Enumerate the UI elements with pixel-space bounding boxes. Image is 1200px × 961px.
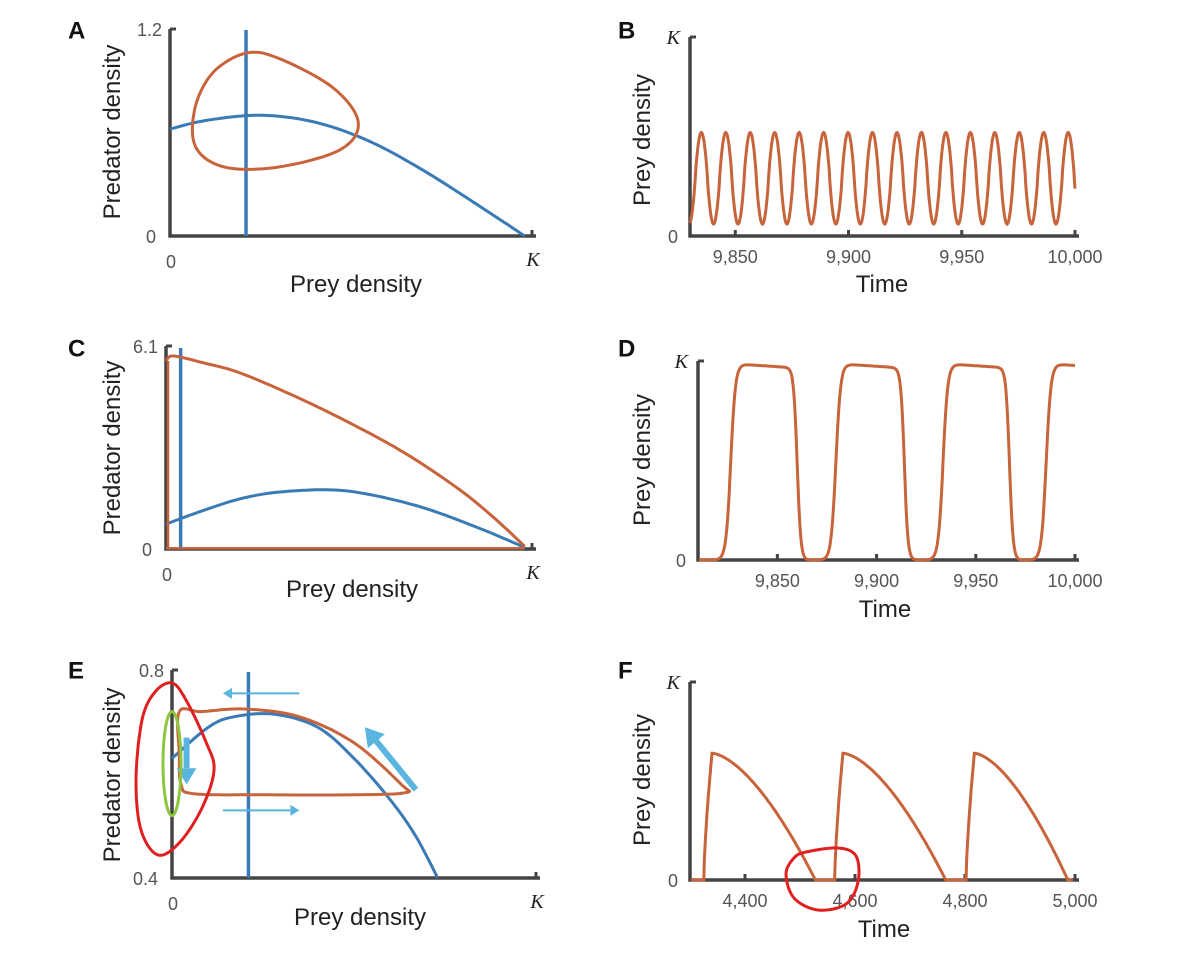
arrow-up-left: [373, 739, 419, 792]
panel-label-a: A: [68, 17, 85, 44]
x-tick-label: K: [525, 562, 541, 584]
x-tick-label: K: [529, 891, 545, 913]
x-axis-label: Prey density: [290, 271, 422, 298]
axes: [688, 37, 1079, 238]
panel-e: E Prey density Predator density 0 K 0.4 0.8: [68, 657, 545, 931]
prey-timeseries: [688, 130, 1077, 227]
y-axis-label: Prey density: [629, 394, 656, 526]
x-tick-label: 9,850: [755, 571, 800, 591]
y-tick-label: K: [666, 27, 682, 49]
x-tick-label: 9,850: [713, 247, 758, 267]
red-annotation-circle: [784, 846, 861, 912]
axes: [696, 361, 1079, 562]
x-axis-label: Time: [856, 271, 908, 298]
green-ellipse: [161, 710, 183, 818]
panel-label-b: B: [618, 17, 635, 44]
prey-nullcline: [171, 712, 440, 879]
panel-label-c: C: [68, 335, 85, 362]
y-axis-label: Prey density: [629, 714, 656, 846]
y-tick-label: K: [666, 672, 682, 694]
y-tick-label: 1.2: [137, 20, 162, 40]
y-axis-label: Prey density: [629, 74, 656, 206]
y-tick-label: 0.4: [133, 869, 158, 889]
limit-cycle-upper: [164, 354, 526, 548]
x-tick-label: 9,950: [953, 571, 998, 591]
panel-d: D Time Prey density 9,850 9,900 9,950 10,000 0 K: [618, 335, 1103, 623]
y-tick-label: 0: [146, 227, 156, 247]
prey-nullcline: [165, 488, 526, 549]
limit-cycle: [190, 50, 360, 171]
x-tick-label: 4,800: [942, 891, 987, 911]
y-axis-label: Predator density: [99, 688, 126, 863]
y-tick-label: 0: [676, 551, 686, 571]
x-tick-label: 10,000: [1047, 247, 1102, 267]
axes: [168, 29, 536, 238]
y-tick-label: 0: [668, 227, 678, 247]
x-axis-label: Prey density: [286, 576, 418, 603]
prey-timeseries: [691, 751, 1073, 882]
x-tick-label: 9,900: [854, 571, 899, 591]
x-axis-label: Prey density: [294, 904, 426, 931]
axes: [164, 346, 536, 551]
x-tick-label: 9,900: [826, 247, 871, 267]
y-axis-label: Predator density: [99, 361, 126, 536]
prey-timeseries: [699, 363, 1075, 562]
panel-label-d: D: [618, 335, 635, 362]
y-tick-label: K: [674, 351, 690, 373]
y-tick-label: 0: [668, 871, 678, 891]
red-annotation-loop: [134, 681, 216, 857]
x-axis-label: Time: [859, 596, 911, 623]
x-tick-label: 0: [168, 894, 178, 914]
x-tick-label: 9,950: [939, 247, 984, 267]
x-tick-label: 10,000: [1047, 571, 1102, 591]
x-tick-label: 0: [162, 565, 172, 585]
arrow-right-head: [290, 804, 300, 816]
arrow-up-left-head: [364, 727, 385, 749]
x-tick-label: 5,000: [1052, 891, 1097, 911]
panel-b: B Time Prey density 9,850 9,900 9,950 10,000 0 K: [618, 17, 1103, 298]
y-tick-label: 0.8: [139, 661, 164, 681]
panel-label-e: E: [68, 657, 84, 684]
arrow-left-head: [222, 687, 232, 699]
axes: [170, 670, 540, 880]
panel-a: A Prey density Predator density 0 K 0 1.2: [68, 17, 541, 298]
x-tick-label: 0: [166, 252, 176, 272]
x-tick-label: K: [525, 249, 541, 271]
y-axis-label: Predator density: [99, 45, 126, 220]
panel-label-f: F: [618, 657, 633, 684]
y-tick-label: 0: [142, 540, 152, 560]
x-axis-label: Time: [858, 916, 910, 943]
prey-nullcline: [169, 113, 526, 238]
y-tick-label: 6.1: [133, 337, 158, 357]
x-tick-label: 4,400: [722, 891, 767, 911]
panel-c: C Prey density Predator density 0 K 0 6.1: [68, 335, 541, 603]
